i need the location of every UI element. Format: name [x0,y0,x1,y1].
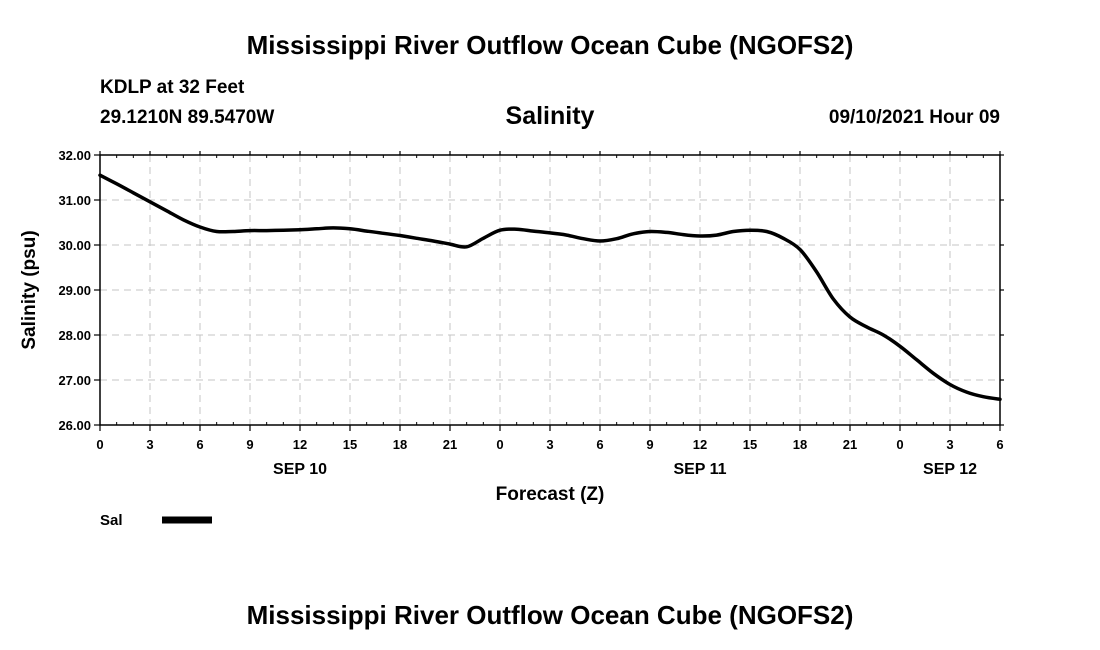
y-tick-label: 30.00 [58,238,91,253]
legend-label-sal: Sal [100,512,123,529]
day-label: SEP 11 [673,461,726,478]
y-tick-label: 26.00 [58,418,91,433]
x-tick-label: 21 [443,437,457,452]
x-axis-title: Forecast (Z) [496,484,605,505]
station-label: KDLP at 32 Feet [100,77,245,98]
x-tick-label: 0 [896,437,903,452]
x-tick-label: 0 [496,437,503,452]
y-tick-label: 28.00 [58,328,91,343]
grid [100,155,1000,425]
y-tick-label: 32.00 [58,148,91,163]
y-tick-label: 29.00 [58,283,91,298]
x-tick-label: 0 [96,437,103,452]
x-tick-label: 18 [393,437,407,452]
run-time-label: 09/10/2021 Hour 09 [828,107,1000,128]
x-tick-label: 3 [146,437,153,452]
chart-title-bottom: Mississippi River Outflow Ocean Cube (NG… [246,600,854,630]
x-tick-label: 15 [743,437,757,452]
x-tick-label: 3 [946,437,953,452]
y-tick-label: 27.00 [58,373,91,388]
coordinates-label: 29.1210N 89.5470W [100,107,275,128]
day-label: SEP 10 [273,461,327,478]
chart-title: Salinity [506,102,595,130]
x-tick-label: 6 [596,437,603,452]
y-tick-label: 31.00 [58,193,91,208]
chart-title-top: Mississippi River Outflow Ocean Cube (NG… [246,30,854,60]
day-labels: SEP 10 SEP 11 SEP 12 [273,461,977,478]
x-tick-label: 15 [343,437,357,452]
x-tick-label: 18 [793,437,807,452]
day-label: SEP 12 [923,461,977,478]
x-tick-labels: 0 3 6 9 12 15 18 21 0 3 6 9 12 15 18 21 0 3 6 [96,437,1003,452]
x-tick-label: 3 [546,437,553,452]
x-tick-label: 6 [996,437,1003,452]
x-tick-label: 21 [843,437,857,452]
x-tick-label: 12 [293,437,307,452]
legend: Sal [100,512,212,529]
y-axis-title: Salinity (psu) [19,230,40,349]
y-tick-labels: 26.00 27.00 28.00 29.00 30.00 31.00 32.00 [58,148,91,433]
series-line-sal [98,173,1002,402]
x-tick-label: 12 [693,437,707,452]
x-tick-label: 9 [646,437,653,452]
x-tick-label: 9 [246,437,253,452]
axis-ticks [94,151,1004,431]
x-tick-label: 6 [196,437,203,452]
